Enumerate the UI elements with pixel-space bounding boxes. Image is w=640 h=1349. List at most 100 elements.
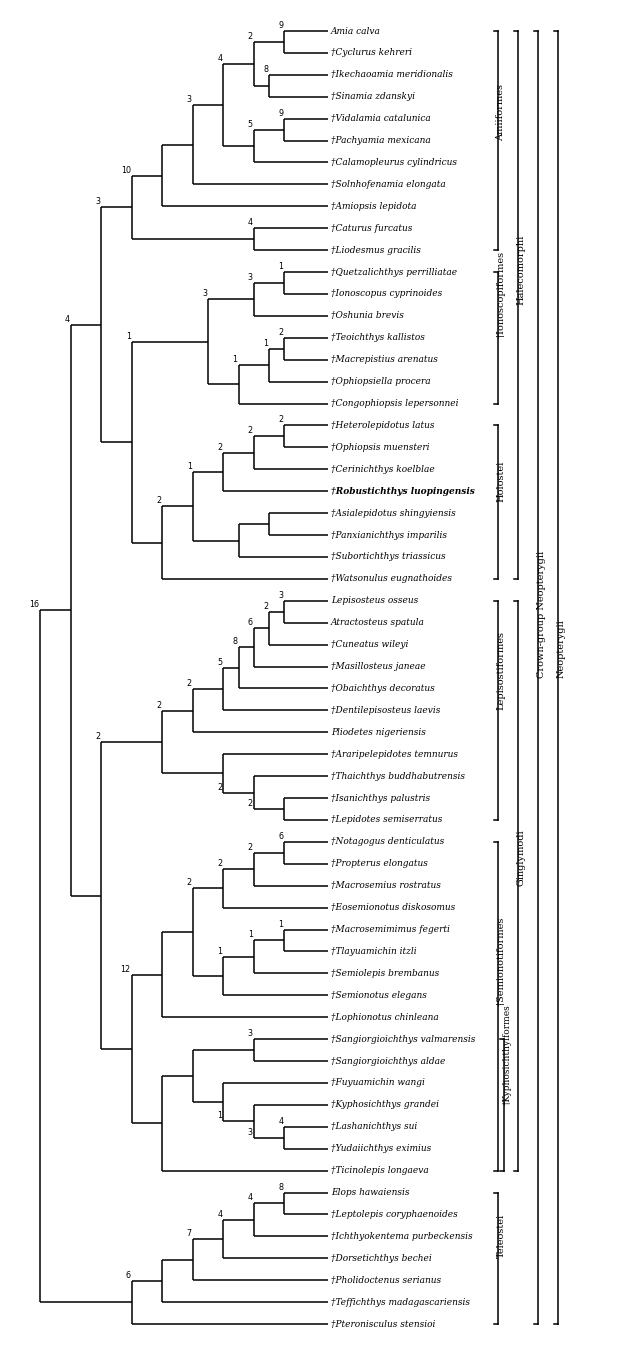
Text: †Leptolepis coryphaenoides: †Leptolepis coryphaenoides [331,1210,458,1219]
Text: 2: 2 [187,679,192,688]
Text: 1: 1 [248,931,253,939]
Text: 1: 1 [217,947,222,956]
Text: †Ionoscopus cyprinoides: †Ionoscopus cyprinoides [331,290,442,298]
Text: †Sangiorgioichthys aldae: †Sangiorgioichthys aldae [331,1056,445,1066]
Text: 2: 2 [248,843,253,851]
Text: 4: 4 [65,314,70,324]
Text: 6: 6 [125,1271,131,1280]
Text: 2: 2 [263,602,268,611]
Text: †Masillosteus janeae: †Masillosteus janeae [331,662,426,670]
Text: †Fuyuamichin wangi: †Fuyuamichin wangi [331,1078,425,1087]
Text: 4: 4 [248,1194,253,1202]
Text: 2: 2 [278,415,284,425]
Text: 1: 1 [217,1112,222,1120]
Text: †Dentilepisosteus laevis: †Dentilepisosteus laevis [331,706,440,715]
Text: 1: 1 [278,920,284,928]
Text: 3: 3 [248,272,253,282]
Text: 4: 4 [248,219,253,227]
Text: 1: 1 [187,463,192,471]
Text: 2: 2 [248,426,253,436]
Text: 5: 5 [248,120,253,128]
Text: †Ionoscopiformes: †Ionoscopiformes [497,251,506,337]
Text: 2: 2 [217,782,222,792]
Text: 1: 1 [125,332,131,341]
Text: †Sinamia zdanskyi: †Sinamia zdanskyi [331,92,415,101]
Text: †Isanichthys palustris: †Isanichthys palustris [331,793,430,803]
Text: Elops hawaiensis: Elops hawaiensis [331,1188,410,1197]
Text: †Lashanichthys sui: †Lashanichthys sui [331,1122,417,1132]
Text: †Kyphosichthys grandei: †Kyphosichthys grandei [331,1101,439,1109]
Text: 2: 2 [248,32,253,40]
Text: 1: 1 [278,262,284,271]
Text: †Asialepidotus shingyiensis: †Asialepidotus shingyiensis [331,509,456,518]
Text: Ginglymodi: Ginglymodi [516,830,525,886]
Text: †Teoichthys kallistos: †Teoichthys kallistos [331,333,425,343]
Text: Neopterygii: Neopterygii [557,619,566,677]
Text: †Ophiopsiella procera: †Ophiopsiella procera [331,378,431,386]
Text: †Thaichthys buddhabutrensis: †Thaichthys buddhabutrensis [331,772,465,781]
Text: Teleostei: Teleostei [497,1214,506,1259]
Text: †Solnhofenamia elongata: †Solnhofenamia elongata [331,179,445,189]
Text: 1: 1 [263,339,268,348]
Text: †Eosemionotus diskosomus: †Eosemionotus diskosomus [331,902,455,912]
Text: †Propterus elongatus: †Propterus elongatus [331,859,428,869]
Text: †Semionotus elegans: †Semionotus elegans [331,990,427,1000]
Text: †Subortichthys triassicus: †Subortichthys triassicus [331,553,445,561]
Text: 9: 9 [278,22,284,30]
Text: 10: 10 [121,166,131,174]
Text: 2: 2 [156,700,161,710]
Text: 6: 6 [248,618,253,627]
Text: 8: 8 [232,637,237,646]
Text: †Dorsetichthys bechei: †Dorsetichthys bechei [331,1253,432,1263]
Text: †Macrosemius rostratus: †Macrosemius rostratus [331,881,441,890]
Text: 5: 5 [217,658,222,666]
Text: 3: 3 [248,1128,253,1137]
Text: †Cerinichthys koelblae: †Cerinichthys koelblae [331,465,435,473]
Text: †Ophiopsis muensteri: †Ophiopsis muensteri [331,442,429,452]
Text: 9: 9 [278,109,284,117]
Text: †Lepidotes semiserratus: †Lepidotes semiserratus [331,815,442,824]
Text: Lepisostiformes: Lepisostiformes [497,631,506,711]
Text: †Semiolepis brembanus: †Semiolepis brembanus [331,969,439,978]
Text: Holostei: Holostei [497,461,506,502]
Text: Lepisosteus osseus: Lepisosteus osseus [331,596,419,606]
Text: †Macrepistius arenatus: †Macrepistius arenatus [331,355,438,364]
Text: †Ticinolepis longaeva: †Ticinolepis longaeva [331,1166,429,1175]
Text: 4: 4 [278,1117,284,1126]
Text: 16: 16 [29,600,39,610]
Text: 2: 2 [95,733,100,741]
Text: Amiiformes: Amiiformes [497,84,506,140]
Text: †Sangiorgioichthys valmarensis: †Sangiorgioichthys valmarensis [331,1035,476,1044]
Text: 3: 3 [202,290,207,298]
Text: †Yudaiichthys eximius: †Yudaiichthys eximius [331,1144,431,1153]
Text: 8: 8 [263,65,268,74]
Text: †Kyphosichthyiformes: †Kyphosichthyiformes [502,1004,511,1105]
Text: †Oshunia brevis: †Oshunia brevis [331,312,404,321]
Text: †Pholidoctenus serianus: †Pholidoctenus serianus [331,1276,441,1284]
Text: †Obaichthys decoratus: †Obaichthys decoratus [331,684,435,693]
Text: 4: 4 [217,1210,222,1219]
Text: †Heterolepidotus latus: †Heterolepidotus latus [331,421,435,430]
Text: 2: 2 [156,496,161,506]
Text: 3: 3 [95,197,100,206]
Text: 2: 2 [187,878,192,888]
Text: †Congophiopsis lepersonnei: †Congophiopsis lepersonnei [331,399,458,407]
Text: 4: 4 [217,54,222,63]
Text: †Liodesmus gracilis: †Liodesmus gracilis [331,246,421,255]
Text: 1: 1 [232,355,237,364]
Text: †Panxianichthys imparilis: †Panxianichthys imparilis [331,530,447,540]
Text: †Notagogus denticulatus: †Notagogus denticulatus [331,838,444,846]
Text: †Pachyamia mexicana: †Pachyamia mexicana [331,136,431,146]
Text: 2: 2 [278,328,284,337]
Text: †Ikechaoamia meridionalis: †Ikechaoamia meridionalis [331,70,453,80]
Text: 2: 2 [217,859,222,869]
Text: 3: 3 [248,1029,253,1039]
Text: 12: 12 [120,965,131,974]
Text: 3: 3 [187,94,192,104]
Text: †Amiopsis lepidota: †Amiopsis lepidota [331,202,417,210]
Text: 3: 3 [278,591,284,600]
Text: †Lophionotus chinleana: †Lophionotus chinleana [331,1013,439,1021]
Text: †Robustichthys luopingensis: †Robustichthys luopingensis [331,487,475,495]
Text: 6: 6 [278,832,284,840]
Text: †Pteronisculus stensioi: †Pteronisculus stensioi [331,1319,435,1329]
